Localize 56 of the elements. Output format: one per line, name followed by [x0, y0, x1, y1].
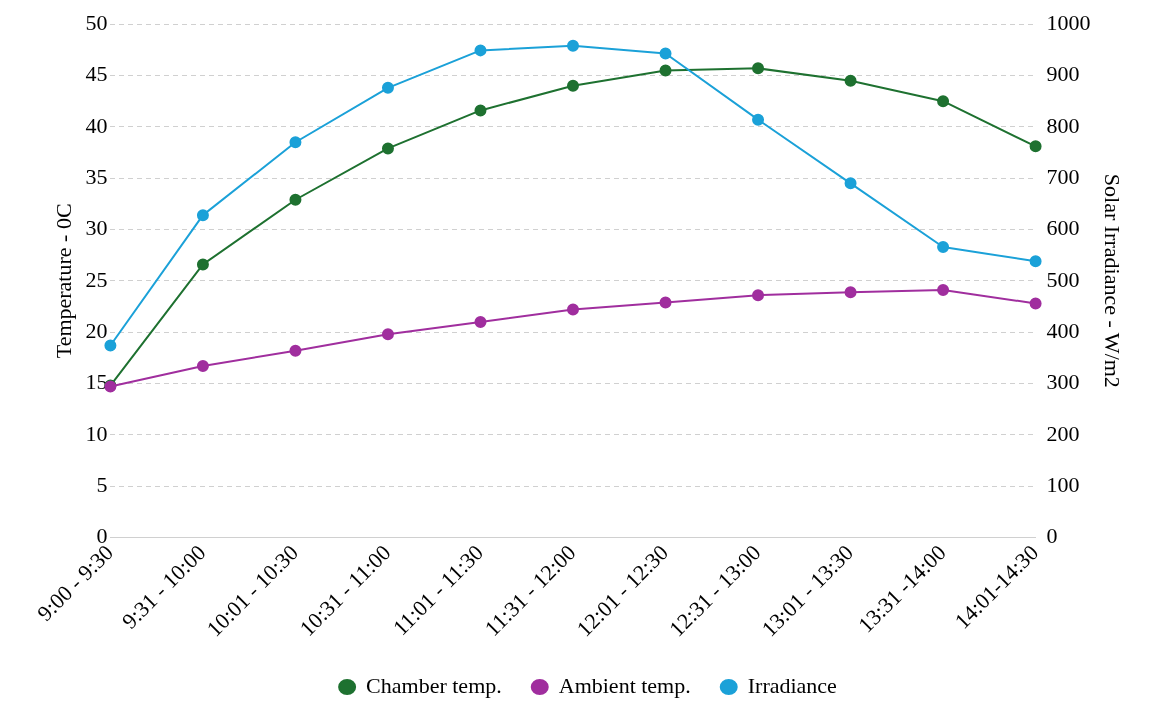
point [381, 81, 394, 94]
y-tick-label: 10 [85, 420, 108, 446]
point [659, 296, 672, 309]
legend-label: Chamber temp. [366, 672, 502, 698]
y2-axis-title: Solar Irradiance - W/m2 [1100, 173, 1126, 388]
point [1029, 297, 1042, 310]
point [937, 240, 950, 253]
y2-tick-label: 300 [1046, 369, 1080, 395]
point [1029, 255, 1042, 268]
y2-tick-label: 900 [1046, 61, 1080, 87]
point [474, 44, 487, 57]
point [289, 136, 302, 149]
point [196, 258, 209, 271]
point [474, 315, 487, 328]
point [1029, 140, 1042, 153]
y2-tick-label: 400 [1046, 317, 1080, 343]
y2-tick-label: 600 [1046, 215, 1080, 241]
point [381, 142, 394, 155]
y2-tick-label: 700 [1046, 163, 1080, 189]
y-axis-title: Temperature - 0C [50, 203, 76, 359]
y-tick-label: 20 [85, 317, 108, 343]
y2-tick-label: 0 [1046, 523, 1058, 549]
y2-tick-label: 100 [1046, 471, 1080, 497]
legend-label: Ambient temp. [558, 672, 691, 698]
legend-label: Irradiance [747, 672, 837, 698]
point [659, 47, 672, 60]
point [752, 289, 765, 302]
point [381, 328, 394, 341]
point [844, 286, 857, 299]
point [937, 95, 950, 108]
point [937, 284, 950, 297]
point [659, 64, 672, 77]
y2-tick-label: 800 [1046, 112, 1080, 138]
point [104, 339, 117, 352]
point [844, 74, 857, 87]
point [196, 209, 209, 222]
point [474, 104, 487, 117]
point [567, 39, 579, 52]
y2-tick-label: 200 [1046, 420, 1080, 446]
y-tick-label: 5 [96, 471, 108, 497]
y2-tick-label: 500 [1046, 266, 1080, 292]
point [567, 303, 579, 316]
y-tick-label: 35 [85, 163, 108, 189]
point [289, 344, 302, 357]
y2-tick-label: 1000 [1046, 9, 1091, 35]
point [844, 177, 857, 190]
y-tick-label: 25 [85, 266, 108, 292]
point [196, 360, 209, 373]
point [752, 113, 765, 126]
y-tick-label: 45 [85, 61, 108, 87]
point [567, 79, 579, 92]
y-tick-label: 50 [85, 9, 108, 35]
point [289, 193, 302, 206]
y-tick-label: 30 [85, 215, 108, 241]
point [752, 62, 765, 75]
y-tick-label: 40 [85, 112, 108, 138]
